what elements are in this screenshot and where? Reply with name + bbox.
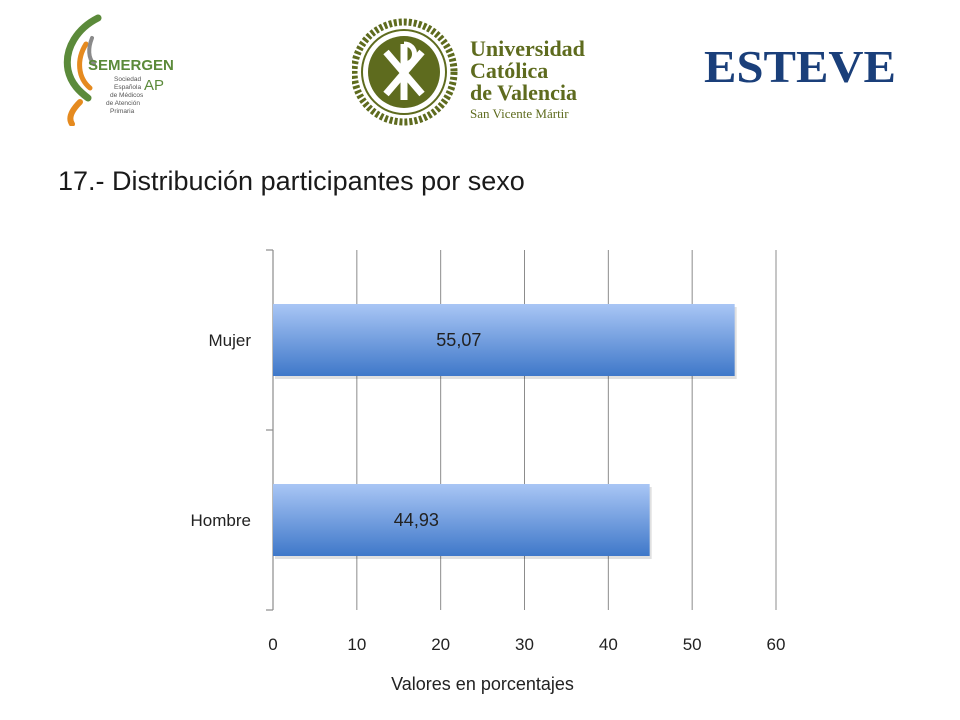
ucv-line-2: Católica [470,58,548,83]
bar-mujer [273,304,735,376]
semergen-logo: SEMERGEN AP Sociedad Española de Médicos… [58,14,198,127]
esteve-logo: ESTEVE [700,36,900,92]
chart-axes [266,249,274,611]
ucv-line-1: Universidad [470,36,585,61]
esteve-name: ESTEVE [704,41,896,92]
ucv-logo: Universidad Católica de Valencia San Vic… [350,14,592,132]
x-tick-label-60: 60 [767,635,786,654]
semergen-name: SEMERGEN [88,57,174,74]
data-label-hombre: 44,93 [394,510,439,530]
x-tick-label-50: 50 [683,635,702,654]
data-label-mujer: 55,07 [436,330,481,350]
x-tick-label-20: 20 [431,635,450,654]
bar-hombre [273,484,650,556]
ucv-seal-icon [350,18,458,126]
semergen-subtitle-5: Primaria [110,108,135,115]
semergen-subtitle-4: de Atención [106,100,140,107]
category-label-hombre: Hombre [191,511,251,530]
slide-title: 17.- Distribución participantes por sexo [58,166,525,196]
chart-bars [273,304,737,559]
semergen-subtitle-2: Española [114,84,141,91]
chart-labels: 0 10 20 30 40 50 60 55,07 Mujer 44,93 Hombre Valore… [191,330,786,694]
ucv-line-4: San Vicente Mártir [470,106,569,121]
ucv-line-3: de Valencia [470,80,577,105]
semergen-subtitle-3: de Médicos [110,92,144,99]
x-tick-label-30: 30 [515,635,534,654]
x-tick-label-0: 0 [268,635,277,654]
semergen-suffix: AP [144,77,164,94]
category-label-mujer: Mujer [208,331,251,350]
semergen-subtitle-1: Sociedad [114,76,141,83]
x-tick-label-10: 10 [347,635,366,654]
x-axis-title: Valores en porcentajes [391,674,574,694]
x-tick-label-40: 40 [599,635,618,654]
